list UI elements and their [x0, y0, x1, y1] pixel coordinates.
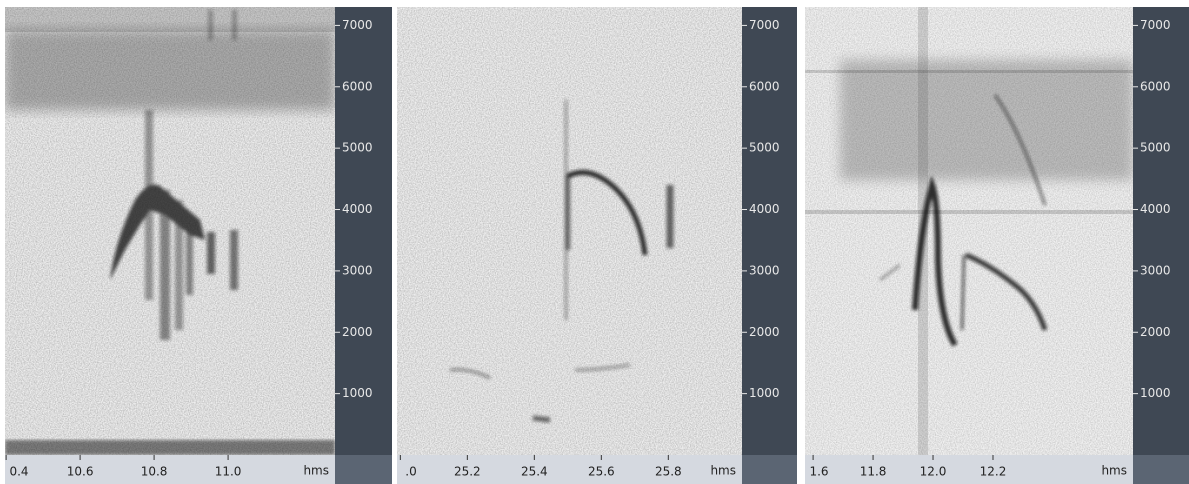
y-tick-label: 2000 — [749, 325, 780, 339]
x-axis-label: hms — [1101, 464, 1127, 478]
x-tick-label: 25.2 — [454, 465, 481, 479]
y-tick-label: 2000 — [342, 325, 373, 339]
x-tick-label: 12.0 — [920, 465, 947, 479]
spectrogram-image — [5, 7, 335, 455]
x-tick-label: 10.8 — [141, 465, 168, 479]
y-tick-label: 6000 — [342, 79, 373, 93]
y-tick-label: 4000 — [749, 202, 780, 216]
y-tick-label: 6000 — [1140, 79, 1171, 93]
y-tick-label: 1000 — [342, 386, 373, 400]
y-tick-label: 7000 — [749, 18, 780, 32]
spectrogram-image — [397, 7, 742, 455]
x-tick-label: 25.4 — [521, 465, 548, 479]
y-tick-label: 7000 — [342, 18, 373, 32]
y-tick-label: 5000 — [749, 141, 780, 155]
spectrogram-window: 1000 2000 3000 4000 5000 6000 7000 0.4 10.6 10.8 1… — [0, 0, 1189, 484]
y-tick-label: 5000 — [1140, 141, 1171, 155]
x-axis-label: hms — [303, 464, 329, 478]
x-tick-label: 12.2 — [980, 465, 1007, 479]
y-tick-label: 4000 — [342, 202, 373, 216]
x-tick-label: 0.4 — [9, 465, 28, 479]
y-tick-label: 5000 — [342, 141, 373, 155]
y-tick-label: 6000 — [749, 79, 780, 93]
x-axis-strip — [5, 455, 335, 484]
spectrogram-image — [805, 7, 1133, 455]
x-tick-label: 11.8 — [860, 465, 887, 479]
y-tick-label: 2000 — [1140, 325, 1171, 339]
y-tick-label: 3000 — [1140, 263, 1171, 277]
corner-box — [335, 455, 392, 484]
x-axis-label: hms — [710, 464, 736, 478]
y-tick-label: 1000 — [1140, 386, 1171, 400]
corner-box — [742, 455, 797, 484]
x-axis-strip — [397, 455, 742, 484]
y-tick-label: 3000 — [342, 263, 373, 277]
x-tick-label: 25.8 — [655, 465, 682, 479]
x-tick-label: .0 — [405, 465, 416, 479]
y-tick-label: 3000 — [749, 263, 780, 277]
y-tick-label: 7000 — [1140, 18, 1171, 32]
y-tick-label: 4000 — [1140, 202, 1171, 216]
x-tick-label: 11.0 — [215, 465, 242, 479]
y-tick-label: 1000 — [749, 386, 780, 400]
corner-box — [1133, 455, 1189, 484]
x-tick-label: 10.6 — [67, 465, 94, 479]
x-axis-strip — [805, 455, 1133, 484]
x-tick-label: 25.6 — [588, 465, 615, 479]
x-tick-label: 1.6 — [809, 465, 828, 479]
